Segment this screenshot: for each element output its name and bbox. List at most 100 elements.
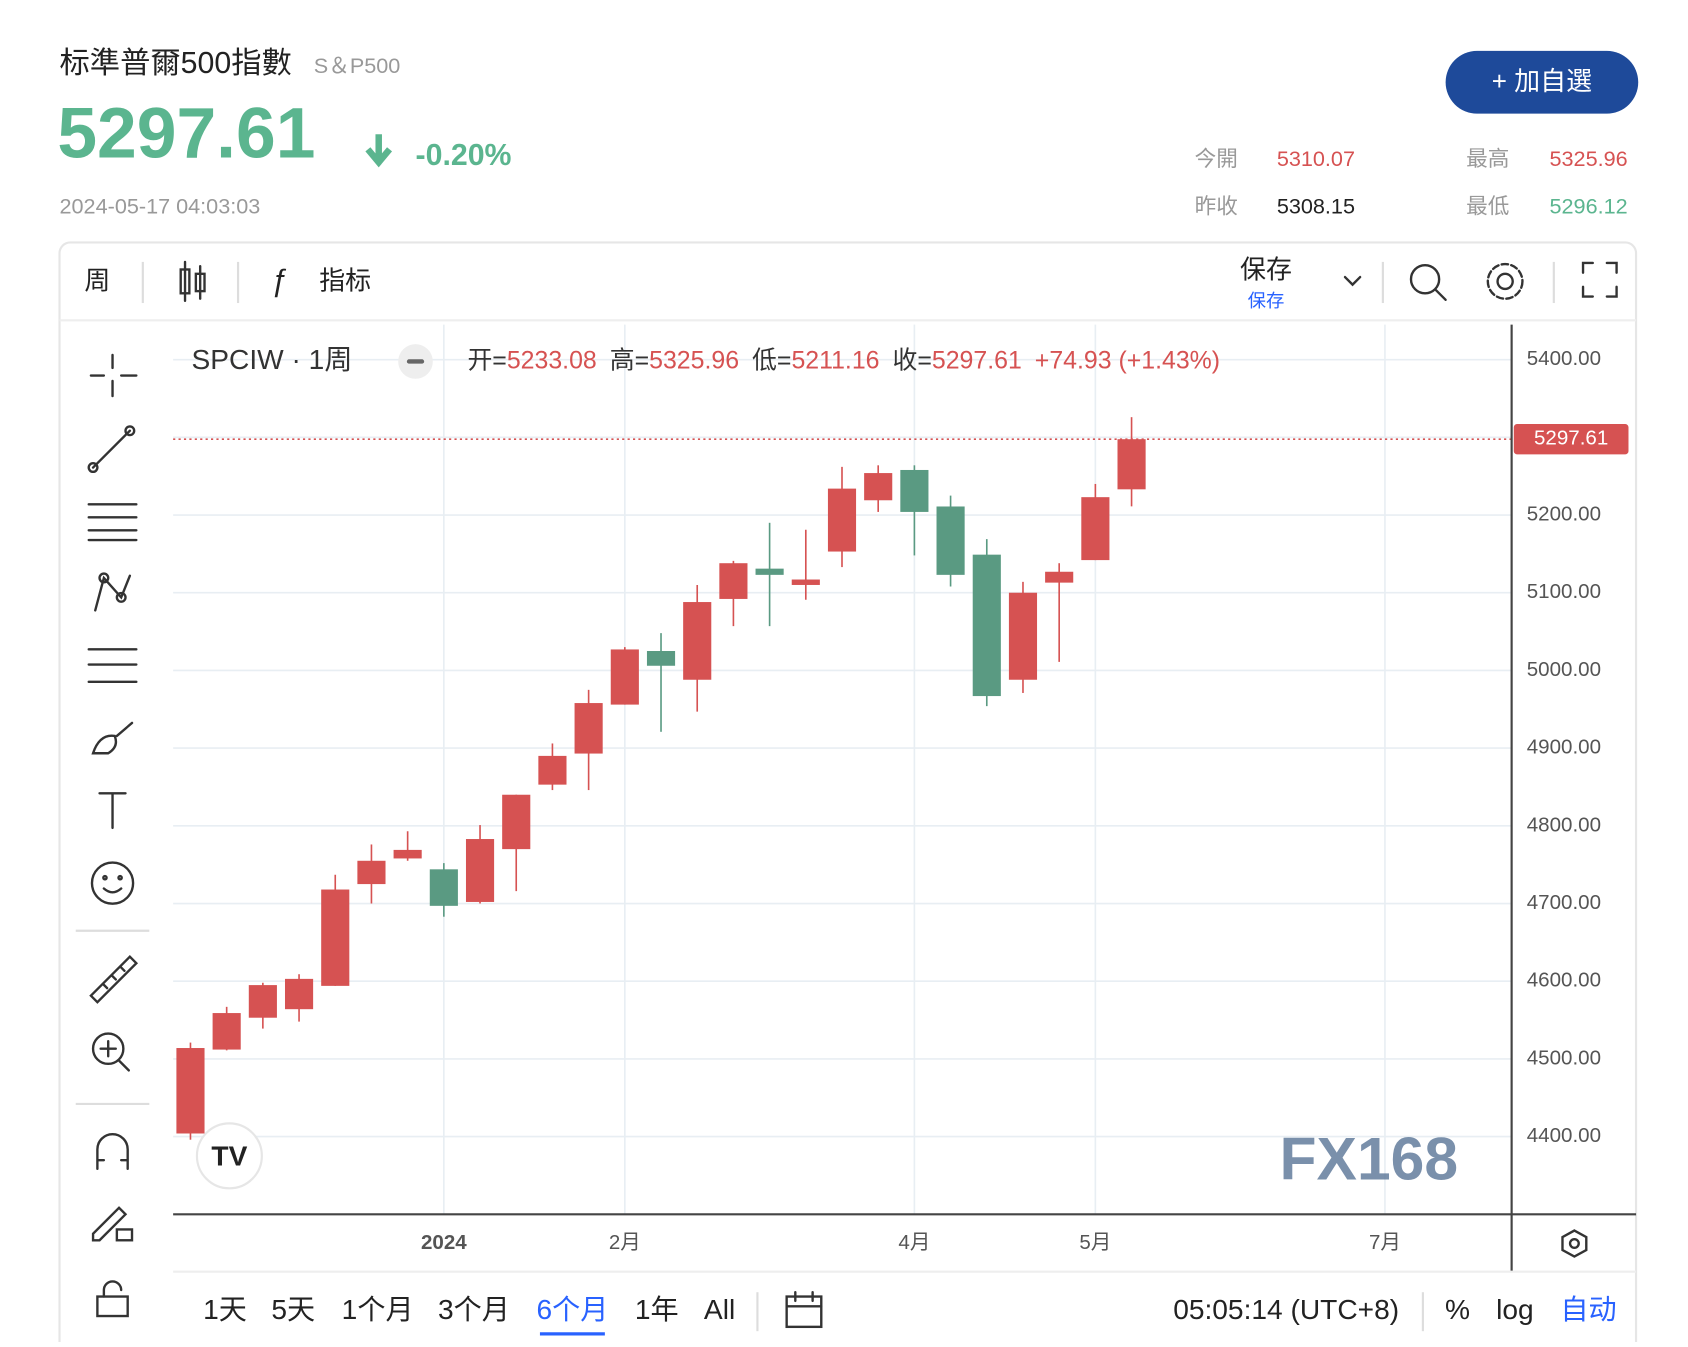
candle-body xyxy=(465,839,495,902)
candle-body xyxy=(719,563,748,599)
legend-label: 高= xyxy=(610,346,649,374)
candle-body xyxy=(1117,439,1146,490)
candle-body xyxy=(827,488,857,552)
settings-button[interactable] xyxy=(1486,262,1524,300)
candle-body xyxy=(176,1048,205,1134)
date-range-button[interactable] xyxy=(785,1291,823,1329)
watermark: FX168 xyxy=(1280,1124,1459,1192)
y-tick-label: 4900.00 xyxy=(1527,736,1601,759)
range-bar: 1天 5天 1个月 3个月 6个月 1年 All xyxy=(203,1294,735,1336)
interval[interactable]: 周 xyxy=(84,265,110,295)
y-tick-label: 4800.00 xyxy=(1527,813,1601,836)
candle-body xyxy=(1045,571,1074,583)
candle-body xyxy=(248,985,277,1018)
y-tick-label: 4500.00 xyxy=(1527,1046,1601,1069)
y-tick-label: 5200.00 xyxy=(1527,502,1601,525)
candle-body xyxy=(791,579,820,585)
legend-symbol: SPCIW · 1周 xyxy=(192,344,353,375)
stat-value: 5296.12 xyxy=(1549,194,1627,219)
candle-body xyxy=(864,473,893,501)
legend-label: 低= xyxy=(752,346,791,374)
symbol: S＆P500 xyxy=(314,53,401,78)
range-button[interactable]: 1个月 xyxy=(342,1294,414,1325)
tv-logo-text: TV xyxy=(211,1140,247,1171)
range-button[interactable]: 3个月 xyxy=(438,1294,510,1325)
candle-body xyxy=(538,755,567,785)
legend-value: 5325.96 xyxy=(649,346,739,374)
stat-label: 最低 xyxy=(1466,194,1509,219)
last-price-badge xyxy=(1513,424,1629,455)
candle-body xyxy=(574,703,603,754)
save-sub[interactable]: 保存 xyxy=(1248,290,1285,311)
range-button[interactable]: 1年 xyxy=(635,1294,679,1325)
range-button[interactable]: 1天 xyxy=(203,1294,247,1325)
price: 5297.61 xyxy=(57,93,315,173)
legend-value: 5211.16 xyxy=(791,346,879,374)
candle-body xyxy=(755,568,784,575)
candle-body xyxy=(357,860,386,885)
y-tick-label: 4700.00 xyxy=(1527,891,1601,914)
candle-body xyxy=(1081,497,1110,561)
save-menu[interactable] xyxy=(1343,275,1362,287)
x-tick-label: 2024 xyxy=(421,1231,467,1254)
axis-settings[interactable] xyxy=(1561,1229,1588,1258)
y-tick-label: 5100.00 xyxy=(1527,580,1601,603)
y-tick-label: 5400.00 xyxy=(1527,347,1601,370)
range-active-underline xyxy=(539,1332,605,1336)
candle-body xyxy=(683,602,712,680)
datetime: 2024-05-17 04:03:03 xyxy=(60,194,261,219)
legend-value: 5297.61 xyxy=(932,346,1022,374)
change: -0.20% xyxy=(416,139,512,172)
x-tick-label: 7月 xyxy=(1369,1231,1401,1254)
legend-label: 收= xyxy=(893,346,932,374)
chart-frame xyxy=(58,241,1638,1347)
candle-body xyxy=(284,978,314,1010)
down-arrow xyxy=(365,134,393,168)
candle-type-button[interactable] xyxy=(179,260,206,303)
stat-value: 5310.07 xyxy=(1277,146,1355,171)
range-button[interactable]: 5天 xyxy=(271,1294,315,1325)
stat-label: 最高 xyxy=(1466,146,1509,171)
candle-body xyxy=(900,469,929,512)
time: 05:05:14 (UTC+8) xyxy=(1173,1294,1399,1325)
add-button-label[interactable]: + 加自選 xyxy=(1492,66,1592,96)
candle-body xyxy=(972,554,1001,697)
x-tick-label: 5月 xyxy=(1079,1231,1111,1254)
save[interactable]: 保存 xyxy=(1240,255,1292,285)
candle-body xyxy=(429,869,458,906)
candle-body xyxy=(610,649,639,705)
auto-toggle[interactable]: 自动 xyxy=(1560,1294,1616,1325)
alert-button[interactable] xyxy=(1409,263,1447,301)
drawing-tools[interactable] xyxy=(87,353,139,1318)
legend-collapse-icon[interactable] xyxy=(406,359,425,364)
candle-body xyxy=(212,1013,241,1050)
stat-value: 5308.15 xyxy=(1277,194,1355,219)
stat-value: 5325.96 xyxy=(1549,146,1627,171)
y-tick-label: 5000.00 xyxy=(1527,658,1601,681)
last-price-label: 5297.61 xyxy=(1534,427,1608,450)
indicators[interactable]: 指标 xyxy=(319,265,371,295)
x-tick-label: 4月 xyxy=(898,1231,930,1254)
candle-body xyxy=(321,889,350,986)
range-button[interactable]: 6个月 xyxy=(536,1294,608,1325)
legend-label: 开= xyxy=(467,346,506,374)
range-button[interactable]: All xyxy=(704,1294,735,1325)
candle-body xyxy=(646,650,676,666)
add-button[interactable] xyxy=(1445,50,1639,114)
stat-label: 今開 xyxy=(1195,146,1238,171)
fullscreen-button[interactable] xyxy=(1581,261,1618,298)
stat-label: 昨收 xyxy=(1195,194,1238,219)
candle-body xyxy=(393,849,422,859)
legend-value: 5233.08 xyxy=(507,346,597,374)
log-toggle[interactable]: log xyxy=(1496,1294,1534,1325)
title: 标準普爾500指數 xyxy=(60,46,292,80)
x-tick-label: 2月 xyxy=(609,1231,641,1254)
legend-change: +74.93 (+1.43%) xyxy=(1035,346,1220,374)
plot: 4400.00 4500.00 4600.00 4700.00 4800.00 4900.… xyxy=(173,324,1629,1254)
fx-icon[interactable]: ƒ xyxy=(271,264,288,297)
percent-toggle[interactable]: % xyxy=(1445,1294,1470,1325)
candle-body xyxy=(1008,592,1038,680)
candle-body xyxy=(502,794,531,850)
candle-body xyxy=(936,506,965,575)
